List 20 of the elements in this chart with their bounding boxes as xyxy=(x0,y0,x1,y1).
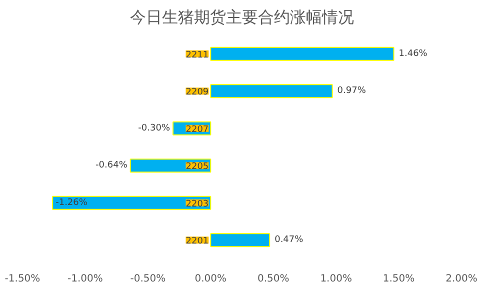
data-label: 0.97% xyxy=(337,86,366,96)
x-tick-label: 2.00% xyxy=(446,274,478,284)
x-tick-label: 1.00% xyxy=(320,274,352,284)
bar xyxy=(52,196,212,210)
bar xyxy=(210,46,394,61)
bar xyxy=(210,84,333,98)
bar xyxy=(210,233,270,248)
chart-title: 今日生猪期货主要合约涨幅情况 xyxy=(130,8,354,26)
x-tick-label: 1.50% xyxy=(382,274,415,284)
x-tick-label: 0.50% xyxy=(257,274,290,284)
data-label: -1.26% xyxy=(56,198,88,208)
x-tick-label: -1.50% xyxy=(4,274,40,284)
data-label: 1.46% xyxy=(398,48,428,59)
data-label: -0.30% xyxy=(138,123,170,134)
data-label: -0.64% xyxy=(96,160,128,171)
y-tick-label: 2211 xyxy=(186,50,209,60)
x-tick-label: 0.00% xyxy=(194,274,227,284)
x-tick-label: -1.00% xyxy=(68,274,103,284)
data-label: 0.47% xyxy=(274,235,304,246)
x-tick-label: -0.50% xyxy=(130,274,166,284)
